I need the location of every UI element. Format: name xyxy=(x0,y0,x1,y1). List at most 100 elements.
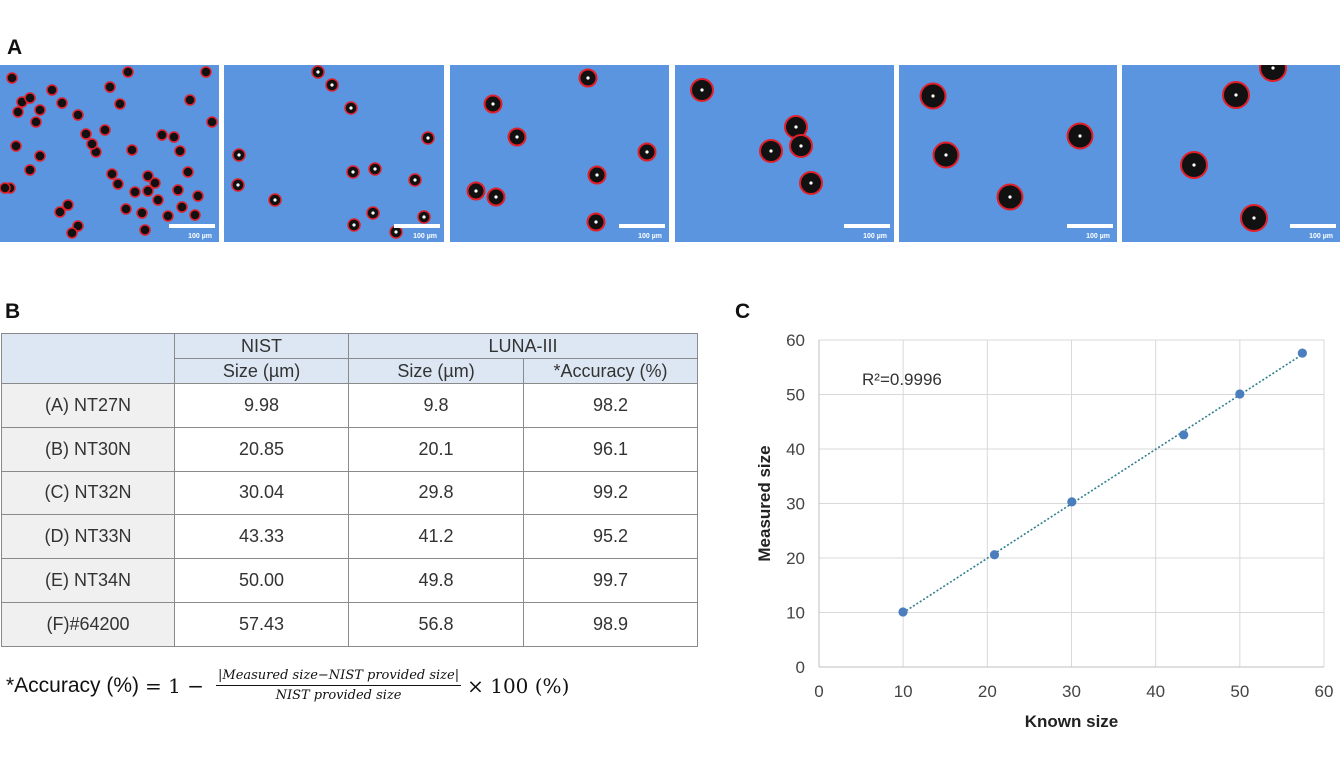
particle xyxy=(80,128,92,140)
data-point xyxy=(1235,389,1245,399)
luna-size-cell: 41.2 xyxy=(348,514,524,560)
panel-label-b: B xyxy=(5,300,21,323)
x-tick-label: 20 xyxy=(978,682,997,701)
particle-center xyxy=(371,211,375,215)
particle-center xyxy=(351,170,355,174)
particle xyxy=(139,224,151,236)
scale-bar xyxy=(619,224,665,228)
nist-size-cell: 50.00 xyxy=(174,558,349,603)
scale-bar xyxy=(394,224,440,228)
subheader-nist-size: Size (µm) xyxy=(174,358,349,384)
particle xyxy=(24,92,36,104)
row-label: (F)#64200 xyxy=(1,601,175,647)
particle-center xyxy=(422,215,426,219)
micrograph-b: 100 µm xyxy=(224,65,444,242)
nist-size-cell: 57.43 xyxy=(174,601,349,647)
particle-center xyxy=(236,183,240,187)
x-tick-label: 0 xyxy=(814,682,823,701)
particle xyxy=(176,201,188,213)
micrograph-c: 100 µm xyxy=(450,65,669,242)
scale-bar-label: 100 µm xyxy=(413,233,437,240)
particle xyxy=(149,177,161,189)
scale-bar-label: 100 µm xyxy=(188,233,212,240)
particle xyxy=(184,94,196,106)
particle xyxy=(114,98,126,110)
row-label: (E) NT34N xyxy=(1,558,175,603)
y-axis-label: Measured size xyxy=(755,445,774,561)
scale-bar xyxy=(844,224,890,228)
particle xyxy=(72,109,84,121)
particle xyxy=(62,199,74,211)
particle-center xyxy=(316,70,320,74)
trendline xyxy=(902,353,1303,614)
particle-center xyxy=(700,88,704,92)
particle xyxy=(106,168,118,180)
micrograph-particles xyxy=(231,65,435,239)
micrograph-particles xyxy=(690,78,823,195)
row-label: (D) NT33N xyxy=(1,514,175,560)
particle-center xyxy=(330,83,334,87)
micrograph-d: 100 µm xyxy=(675,65,894,242)
particle xyxy=(86,138,98,150)
particle xyxy=(136,207,148,219)
formula-equals: = 1 − xyxy=(145,673,204,698)
particle xyxy=(120,203,132,215)
accuracy-cell: 95.2 xyxy=(523,514,698,560)
x-tick-label: 40 xyxy=(1146,682,1165,701)
particle-center xyxy=(474,189,478,193)
nist-size-cell: 9.98 xyxy=(174,383,349,428)
accuracy-cell: 96.1 xyxy=(523,426,698,472)
row-label: (B) NT30N xyxy=(1,426,175,472)
particle xyxy=(172,184,184,196)
particle xyxy=(99,124,111,136)
particle xyxy=(112,178,124,190)
particle xyxy=(142,185,154,197)
data-point xyxy=(1179,430,1189,440)
particle-center xyxy=(931,94,935,98)
formula-denominator: NIST provided size xyxy=(275,688,402,703)
particle-center xyxy=(494,195,498,199)
micrograph-e: 100 µm xyxy=(899,65,1117,242)
particle xyxy=(0,182,11,194)
particle-center xyxy=(1271,66,1275,70)
luna-size-cell: 56.8 xyxy=(348,601,524,647)
data-point xyxy=(898,607,908,617)
particle-center xyxy=(1234,93,1238,97)
particle xyxy=(10,140,22,152)
particle-center xyxy=(944,153,948,157)
nist-size-cell: 30.04 xyxy=(174,470,349,516)
particle-center xyxy=(352,223,356,227)
x-tick-label: 30 xyxy=(1062,682,1081,701)
formula-numerator: |Measured size−NIST provided size| xyxy=(216,668,462,686)
panel-label-a: A xyxy=(7,36,23,59)
particle xyxy=(192,190,204,202)
formula-lhs: *Accuracy (%) xyxy=(6,673,140,697)
data-point xyxy=(1067,497,1077,507)
particle-center xyxy=(1008,195,1012,199)
particle xyxy=(30,116,42,128)
y-tick-label: 10 xyxy=(786,604,805,623)
particle-center xyxy=(594,220,598,224)
particle-center xyxy=(373,167,377,171)
accuracy-cell: 99.7 xyxy=(523,558,698,603)
particle xyxy=(129,186,141,198)
x-tick-label: 60 xyxy=(1315,682,1334,701)
accuracy-formula: *Accuracy (%) = 1 − |Measured size−NIST … xyxy=(6,668,569,703)
particle xyxy=(142,170,154,182)
particle-center xyxy=(1192,163,1196,167)
y-tick-label: 40 xyxy=(786,440,805,459)
particle-center xyxy=(237,153,241,157)
particle-center xyxy=(1078,134,1082,138)
particle-center xyxy=(769,149,773,153)
data-point xyxy=(1297,348,1307,358)
particle-center xyxy=(595,173,599,177)
particle xyxy=(152,194,164,206)
y-tick-label: 60 xyxy=(786,331,805,350)
micrograph-particles xyxy=(1180,65,1287,232)
particle xyxy=(66,227,78,239)
formula-tail: × 100 (%) xyxy=(467,673,570,698)
particle xyxy=(34,150,46,162)
table-row: (E) NT34N 50.00 49.8 99.7 xyxy=(1,558,698,603)
accuracy-cell: 98.2 xyxy=(523,383,698,428)
